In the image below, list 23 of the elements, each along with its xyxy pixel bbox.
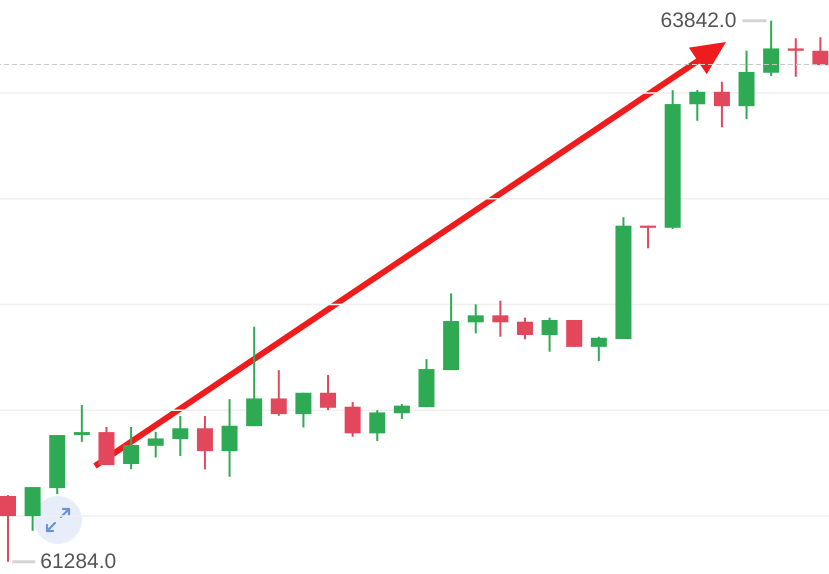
candlestick <box>320 374 336 412</box>
candlestick <box>640 224 656 250</box>
candlestick <box>689 89 706 122</box>
candlestick <box>788 37 804 78</box>
candlestick <box>542 316 558 353</box>
candlestick <box>74 404 90 443</box>
candlestick <box>714 80 730 128</box>
candlestick <box>394 402 410 420</box>
candlestick <box>492 300 508 338</box>
candlestick <box>123 426 140 470</box>
candlestick <box>516 316 533 340</box>
candlestick <box>270 369 287 417</box>
candlestick <box>812 36 828 66</box>
candlestick <box>590 336 607 362</box>
candlestick <box>196 415 213 470</box>
candlestick <box>0 494 16 563</box>
annotation: 63842.0 <box>660 9 736 32</box>
candlestick <box>468 303 484 334</box>
candlestick <box>148 430 164 458</box>
candlestick <box>369 409 386 442</box>
candlestick <box>172 415 188 457</box>
candlestick <box>295 392 312 428</box>
annotation: 61284.0 <box>40 550 116 574</box>
